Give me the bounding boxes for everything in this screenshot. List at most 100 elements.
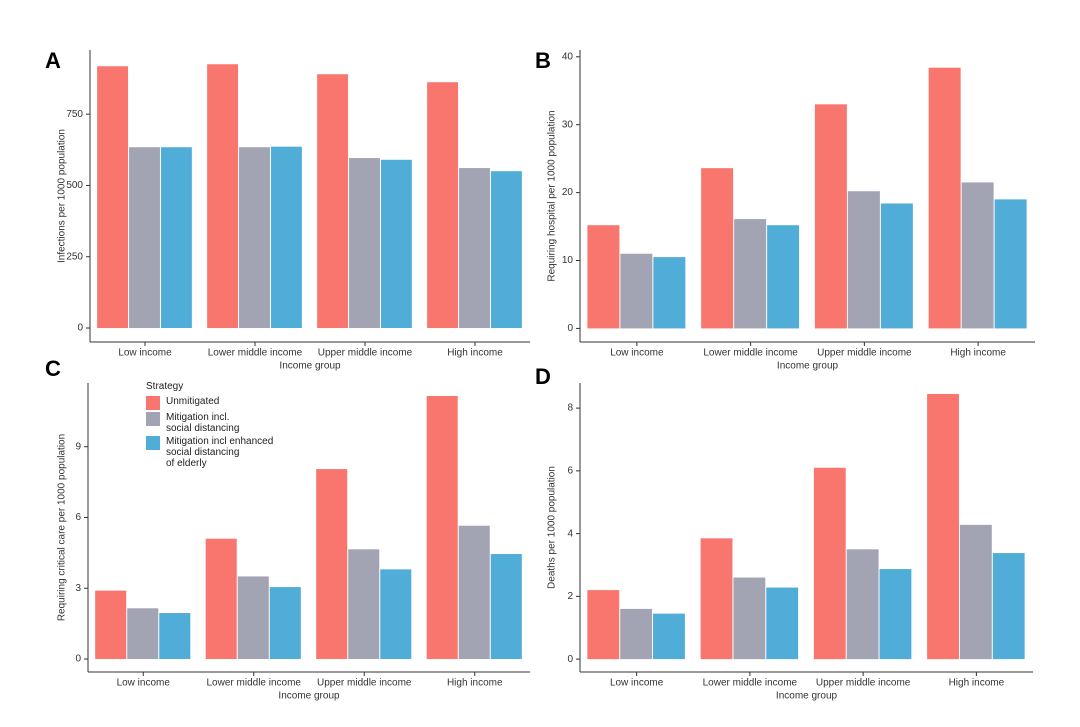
bar [380,569,412,660]
x-axis-title: Income group [278,691,340,702]
x-tick-label: High income [950,348,1006,359]
y-tick-label: 40 [562,51,574,62]
legend-label: Unmitigated [166,396,220,407]
bar [701,168,734,329]
y-tick-label: 0 [75,654,81,665]
x-tick-label: Low income [610,348,664,359]
legend-key [146,436,160,450]
bar [207,64,239,329]
y-tick-label: 0 [567,323,573,334]
y-tick-label: 6 [567,466,573,477]
panel-label: C [45,356,61,381]
y-tick-label: 2 [567,591,573,602]
bar [316,469,348,660]
bar [95,590,127,660]
y-axis-title: Infections per 1000 population [57,129,68,263]
bar [237,576,269,660]
x-tick-label: Lower middle income [703,678,798,689]
bar [846,549,879,660]
bar [620,253,653,329]
x-tick-label: Lower middle income [207,678,302,689]
bar [129,147,160,329]
y-axis-title: Requiring hospital per 1000 population [547,110,558,281]
bar [270,146,302,329]
bar [927,393,959,660]
bar [734,219,767,329]
y-tick-label: 0 [567,654,573,665]
legend-key [146,396,160,410]
bar [587,225,620,329]
bar [160,147,192,329]
bar [992,553,1025,660]
y-axis-title: Requiring critical care per 1000 populat… [57,434,68,621]
x-axis-title: Income group [279,361,341,372]
bar [961,182,994,329]
bar [427,82,459,329]
y-tick-label: 10 [562,255,574,266]
bar [459,168,490,329]
y-tick-label: 3 [75,583,81,594]
y-tick-label: 6 [75,512,81,523]
y-tick-label: 9 [75,441,81,452]
bar [994,199,1027,329]
bar [317,74,349,329]
bar [127,608,159,660]
x-tick-label: Lower middle income [703,348,798,359]
x-axis-title: Income group [776,691,838,702]
bar [653,613,685,660]
x-tick-label: High income [949,678,1005,689]
x-tick-label: Lower middle income [208,348,303,359]
y-tick-label: 750 [66,109,83,120]
bar [700,538,733,660]
y-tick-label: 30 [562,119,574,130]
y-axis-title: Deaths per 1000 population [547,466,558,589]
panel-label: D [535,364,551,389]
y-tick-label: 20 [562,187,574,198]
bar [733,577,766,660]
bar [766,587,799,660]
legend-label: Mitigation incl enhanced social distanci… [166,436,274,469]
legend: Strategy Unmitigated Mitigation incl. soci… [146,381,273,471]
bar [426,395,458,660]
bar [620,608,653,660]
bar [767,225,800,329]
x-tick-label: Upper middle income [317,678,412,689]
y-tick-label: 8 [567,403,573,414]
bar [490,171,522,329]
panel-label: A [45,48,61,73]
bar [349,158,380,329]
x-tick-label: High income [447,678,503,689]
x-tick-label: Low income [610,678,664,689]
bar [205,538,237,660]
bar [879,569,912,660]
bar [587,590,620,660]
bar [380,159,412,329]
bar [847,191,880,329]
y-tick-label: 0 [77,323,83,334]
bar [653,257,686,329]
x-tick-label: Upper middle income [817,348,912,359]
panel-label: B [535,48,551,73]
bar [348,549,380,660]
legend-item: Mitigation incl. social distancing [146,412,273,434]
bar [814,104,847,329]
x-tick-label: Low income [117,678,171,689]
bar [959,524,992,660]
bar [269,587,301,660]
y-tick-label: 4 [567,528,573,539]
x-tick-label: Low income [118,348,172,359]
legend-item: Mitigation incl enhanced social distanci… [146,436,273,469]
legend-key [146,412,160,426]
x-tick-label: Upper middle income [318,348,413,359]
y-tick-label: 500 [66,180,83,191]
bar [880,203,913,329]
legend-title: Strategy [146,381,184,392]
bar [490,554,522,660]
bar [159,613,191,660]
legend-item: Unmitigated [146,396,273,410]
x-axis-title: Income group [777,361,839,372]
x-tick-label: Upper middle income [816,678,911,689]
bar [97,66,129,329]
